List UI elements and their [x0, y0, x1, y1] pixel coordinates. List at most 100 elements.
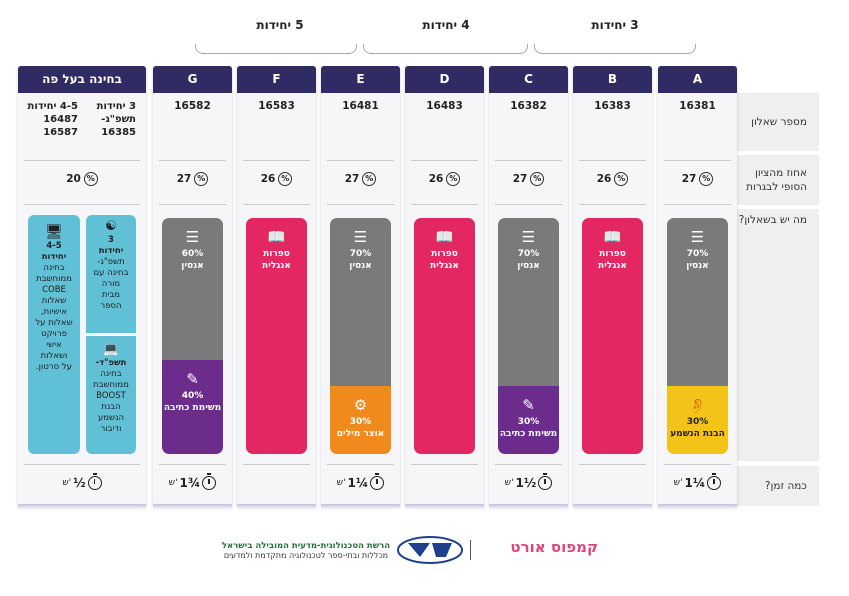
segment-purple: ✎ 40% משימת כתיבה [162, 360, 223, 454]
segment-grey: ☰ 70% אנסין [498, 218, 559, 386]
exam-code: 16483 [426, 100, 463, 112]
document-icon: ☰ [353, 228, 368, 246]
stopwatch-icon [538, 473, 553, 490]
time-unit: ש' [168, 478, 178, 488]
segment-grey: ☰ 70% אנסין [330, 218, 391, 386]
logo-divider [470, 540, 471, 560]
column-letter: C [489, 66, 568, 93]
segment-line-1: ספרות [599, 249, 626, 259]
percent-value: 26% [405, 172, 484, 186]
column-letter: D [405, 66, 484, 93]
pen-icon: ✎ [186, 370, 199, 388]
oral-percent: 20% [18, 172, 146, 186]
percent-value: 27% [321, 172, 400, 186]
ear-icon: 👂 [688, 396, 707, 414]
exam-content-card: 📖 ספרות אנגלית [246, 218, 307, 454]
segment-line-2: אנגלית [430, 261, 459, 271]
exam-column-c: C 16382 27% ☰ 70% אנסין ✎ 30% משימת כתיבה… [489, 66, 568, 510]
document-icon: ☰ [185, 228, 200, 246]
segment-line-2: אנגלית [262, 261, 291, 271]
exam-code: 16481 [342, 100, 379, 112]
oral-card-3-units-top: ☯ 3 יחידות תשפ"ג- בחינה עם מורה מבית הספ… [86, 215, 136, 333]
exam-content-card: ☰ 70% אנסין ✎ 30% משימת כתיבה [498, 218, 559, 454]
percent-icon: % [446, 172, 461, 186]
bracket-4-units [363, 44, 528, 54]
segment-line-1: 70% [686, 249, 709, 259]
segment-line-2: אנסין [349, 261, 372, 271]
segment-line-1: 30% [686, 417, 709, 427]
segment-line-2: אנסין [686, 261, 709, 271]
bracket-3-units [534, 44, 696, 54]
segment-line-2: אנגלית [598, 261, 627, 271]
exam-content-card: 📖 ספרות אנגלית [582, 218, 643, 454]
exam-duration: ש' 1¼ [321, 473, 400, 490]
book-icon: 📖 [267, 228, 286, 246]
exam-column-d: D 16483 26% 📖 ספרות אנגלית [405, 66, 484, 510]
percent-icon: % [530, 172, 545, 186]
vocabulary-icon: ⚙ [353, 396, 368, 414]
stopwatch-icon [707, 473, 722, 490]
percent-icon: % [699, 172, 714, 186]
column-letter: F [237, 66, 316, 93]
percent-value: 26% [237, 172, 316, 186]
segment-line-1: ספרות [263, 249, 290, 259]
exam-code: 16383 [594, 100, 631, 112]
stopwatch-icon [87, 473, 102, 490]
bracket-5-units [195, 44, 357, 54]
time-value: 1¾ [179, 476, 201, 490]
row-label-code: מספר שאלון [737, 93, 819, 151]
oral-codes-4-5-units: 4-5 יחידות 16487 16587 [27, 101, 78, 138]
segment-line-1: ספרות [431, 249, 458, 259]
segment-pink: 📖 ספרות אנגלית [246, 218, 307, 454]
segment-line-1: 70% [349, 249, 372, 259]
exam-code: 16583 [258, 100, 295, 112]
exam-code: 16582 [174, 100, 211, 112]
exam-content-card: ☰ 70% אנסין 👂 30% הבנת הנשמע [667, 218, 728, 454]
segment-line-2: אנסין [181, 261, 204, 271]
oral-exam-column: בחינה בעל פה 3 יחידות תשפ"ג- 16385 4-5 י… [18, 66, 146, 510]
time-unit: ש' [504, 478, 514, 488]
percent-icon: % [83, 172, 98, 186]
monitor-icon: 🖥 [45, 224, 63, 240]
segment-orange: ⚙ 30% אוצר מילים [330, 386, 391, 454]
segment-line-1: 30% [349, 417, 372, 427]
document-icon: ☰ [690, 228, 705, 246]
exam-content-card: 📖 ספרות אנגלית [414, 218, 475, 454]
time-value: 1½ [515, 476, 537, 490]
stopwatch-icon [202, 473, 217, 490]
segment-line-2: אנסין [517, 261, 540, 271]
percent-value: 27% [489, 172, 568, 186]
document-icon: ☰ [521, 228, 536, 246]
units-label-5: 5 יחידות [256, 18, 304, 32]
segment-line-2: הבנת הנשמע [670, 429, 725, 439]
exam-column-b: B 16383 26% 📖 ספרות אנגלית [573, 66, 652, 510]
column-letter: E [321, 66, 400, 93]
row-label-time: כמה זמן? [737, 466, 819, 506]
exam-duration: ש' 1½ [489, 473, 568, 490]
segment-line-1: 40% [181, 391, 204, 401]
exam-duration: ש' 1¾ [153, 473, 232, 490]
exam-code: 16382 [510, 100, 547, 112]
percent-value: 27% [658, 172, 737, 186]
exam-column-g: G 16582 27% ☰ 60% אנסין ✎ 40% משימת כתיבה… [153, 66, 232, 510]
oral-card-3-units-bottom: 💻 תשפ"ד- בחינה ממוחשבת BOOST הבנת הנשמע … [86, 336, 136, 454]
time-unit: ש' [673, 478, 683, 488]
exam-content-card: ☰ 60% אנסין ✎ 40% משימת כתיבה [162, 218, 223, 454]
exam-column-a: A 16381 27% ☰ 70% אנסין 👂 30% הבנת הנשמע … [658, 66, 737, 510]
oral-exam-title: בחינה בעל פה [18, 66, 146, 93]
column-letter: A [658, 66, 737, 93]
segment-pink: 📖 ספרות אנגלית [414, 218, 475, 454]
segment-line-2: משימת כתיבה [499, 429, 558, 439]
segment-line-2: משימת כתיבה [163, 403, 222, 413]
people-icon: ☯ [105, 219, 117, 234]
exam-column-f: F 16583 26% 📖 ספרות אנגלית [237, 66, 316, 510]
campus-ort-logo: קמפוס אורט [510, 538, 598, 556]
segment-grey: ☰ 60% אנסין [162, 218, 223, 360]
units-label-4: 4 יחידות [422, 18, 470, 32]
oral-codes-3-units: 3 יחידות תשפ"ג- 16385 [96, 101, 136, 138]
segment-yellow: 👂 30% הבנת הנשמע [667, 386, 728, 454]
book-icon: 📖 [603, 228, 622, 246]
oral-card-4-5-units: 🖥 4-5 יחידות בחינה ממוחשבת COBE שאלות אי… [28, 215, 80, 454]
percent-icon: % [362, 172, 377, 186]
